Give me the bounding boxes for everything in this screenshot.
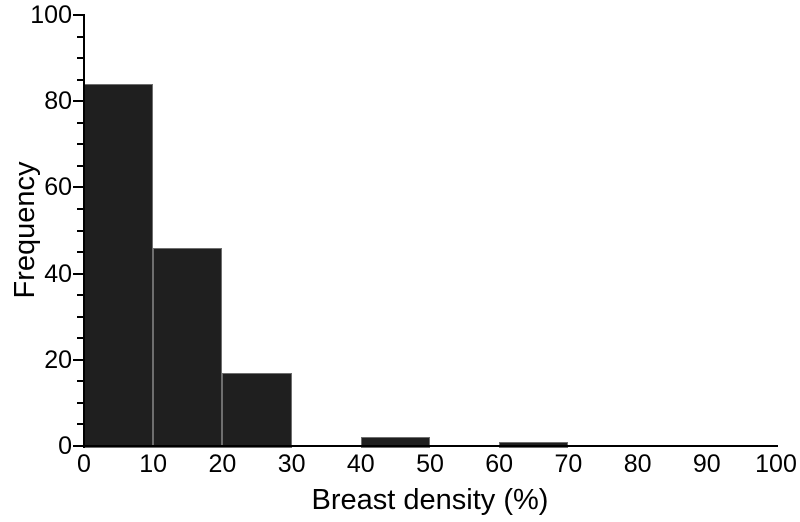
y-tick-label: 40 — [44, 259, 72, 288]
y-minor-tick — [77, 380, 84, 383]
y-minor-tick — [77, 121, 84, 124]
y-minor-tick — [77, 315, 84, 318]
y-major-tick — [73, 358, 84, 361]
x-tick-label: 0 — [77, 450, 91, 478]
histogram-bar-0-10 — [84, 83, 154, 448]
y-minor-tick — [77, 423, 84, 426]
y-tick-label: 80 — [44, 87, 72, 116]
x-axis-title: Breast density (%) — [311, 484, 549, 516]
y-major-tick — [73, 14, 84, 16]
y-tick-label: 20 — [44, 345, 72, 374]
y-major-tick — [73, 100, 84, 103]
x-tick-label: 100 — [755, 450, 797, 478]
y-minor-tick — [77, 143, 84, 146]
y-minor-tick — [77, 337, 84, 340]
y-minor-tick — [77, 229, 84, 232]
y-tick-label: 0 — [58, 432, 72, 460]
x-tick-label: 30 — [277, 450, 306, 478]
y-major-tick — [73, 272, 84, 275]
y-tick-label: 60 — [44, 173, 72, 202]
histogram-bar-20-30 — [222, 372, 292, 448]
y-minor-tick — [77, 251, 84, 254]
x-tick-label: 40 — [346, 450, 375, 478]
y-tick-label: 100 — [30, 1, 72, 29]
y-minor-tick — [77, 207, 84, 210]
x-tick-label: 50 — [416, 450, 444, 478]
y-major-tick — [73, 445, 84, 447]
y-major-tick — [73, 186, 84, 189]
x-tick-label: 10 — [139, 450, 168, 478]
x-axis-line — [82, 444, 778, 447]
x-tick-label: 70 — [554, 450, 583, 478]
histogram-bar-10-20 — [153, 247, 223, 448]
y-minor-tick — [77, 294, 84, 297]
y-minor-tick — [77, 164, 84, 167]
y-axis-title: Frequency — [9, 161, 41, 299]
y-minor-tick — [77, 57, 84, 60]
histogram-bar-40-50 — [360, 437, 430, 448]
y-minor-tick — [77, 35, 84, 38]
x-tick-label: 80 — [623, 450, 652, 478]
x-tick-label: 60 — [485, 450, 514, 478]
y-minor-tick — [77, 78, 84, 81]
x-tick-label: 90 — [692, 450, 721, 478]
y-minor-tick — [77, 401, 84, 404]
x-tick-label: 20 — [208, 450, 237, 478]
